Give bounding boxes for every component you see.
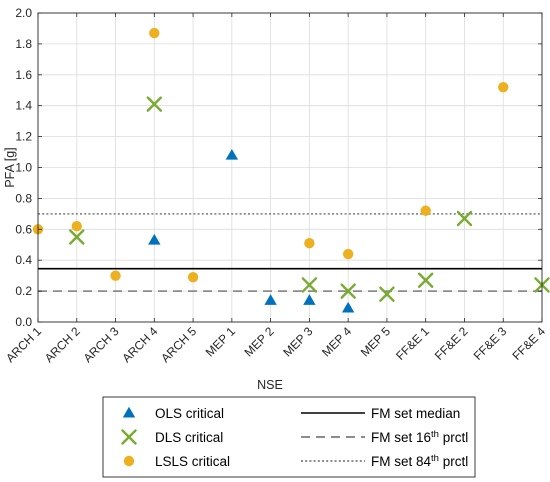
x-tick-label: ARCH 5 [158, 324, 199, 365]
axes-box [37, 12, 543, 323]
y-tick-label: 2.0 [15, 6, 32, 20]
y-tick-label: 0.6 [15, 222, 32, 236]
lsls-point [420, 205, 431, 216]
legend-ref-main: FM set 16 [371, 430, 431, 445]
x-tick-label: MEP 1 [203, 324, 238, 359]
y-tick-label: 0.0 [15, 315, 32, 329]
dls-point [456, 210, 473, 227]
x-tick-label: FF&E 2 [432, 324, 471, 363]
legend-series-label: DLS critical [155, 430, 223, 445]
lsls-point [304, 238, 315, 249]
legend: OLS critical DLS critical LSLS critical FM … [102, 396, 476, 478]
dls-point-stroke [69, 229, 85, 245]
legend-box [102, 396, 476, 478]
dls-point [417, 272, 434, 288]
legend-ref-tail: prctl [439, 454, 468, 469]
legend-reference-label: FM set 16th prctl [371, 429, 468, 445]
y-tick-label: 0.2 [15, 284, 32, 298]
ols-point [341, 301, 355, 313]
y-tick-label: 1.8 [15, 37, 32, 51]
legend-ols-marker [122, 406, 136, 418]
legend-reference-label: FM set median [371, 406, 460, 421]
dls-point [69, 229, 85, 245]
y-tick-label: 0.8 [15, 191, 32, 205]
x-tick-label: MEP 5 [358, 324, 393, 359]
dls-point [379, 286, 395, 302]
lsls-point [187, 271, 199, 283]
x-tick-label: ARCH 4 [119, 324, 160, 365]
y-tick-label: 1.6 [15, 68, 32, 82]
legend-series-label: LSLS critical [155, 454, 230, 469]
lsls-point [149, 27, 160, 39]
dls-point-stroke [340, 283, 356, 299]
x-tick-label: FF&E 4 [509, 324, 548, 363]
dls-point [146, 96, 163, 112]
legend-dls-marker-stroke [121, 429, 137, 445]
ols-point [303, 294, 316, 305]
legend-ref-main: FM set 84 [371, 454, 432, 469]
dls-point-stroke [146, 96, 163, 112]
grid-layer [37, 12, 543, 323]
x-axis-label: NSE [257, 378, 283, 392]
legend-dls-marker [121, 429, 137, 445]
data-markers [32, 27, 550, 313]
lsls-point [71, 221, 82, 232]
x-tick-label: ARCH 1 [3, 324, 44, 365]
x-tick-label: ARCH 3 [81, 324, 122, 365]
legend-ref-main: FM set median [371, 406, 460, 421]
lsls-point [110, 270, 121, 281]
legend-lsls-marker [123, 455, 135, 467]
y-tick-label: 1.4 [15, 99, 32, 113]
reference-lines [38, 212, 542, 293]
x-tick-label: ARCH 2 [42, 324, 83, 365]
y-tick-label: 1.2 [15, 130, 32, 144]
x-tick-label: FF&E 3 [471, 324, 510, 363]
x-tick-label: MEP 4 [319, 324, 354, 359]
legend-reference-label: FM set 84th prctl [371, 453, 468, 469]
dls-point-stroke [301, 277, 318, 293]
legend-series-label: OLS critical [155, 406, 224, 421]
legend-ref-sup: th [431, 453, 439, 464]
ols-point [225, 148, 239, 160]
dls-point [301, 277, 318, 293]
y-tick-label: 1.0 [15, 161, 32, 175]
legend-ref-sup: th [431, 429, 439, 440]
ols-point [148, 233, 161, 245]
y-axis-label: PFA [g] [3, 147, 17, 187]
legend-ref-tail: prctl [439, 430, 468, 445]
dls-point-stroke [456, 210, 473, 227]
dls-point-stroke [379, 286, 395, 302]
dls-point [340, 283, 356, 299]
y-tick-label: 0.4 [15, 253, 32, 267]
ols-point [264, 294, 277, 305]
lsls-point [498, 81, 509, 93]
dls-point-stroke [417, 272, 434, 288]
lsls-point [342, 248, 354, 260]
x-tick-label: MEP 2 [242, 324, 277, 359]
x-tick-label: FF&E 1 [393, 324, 432, 363]
x-tick-label: MEP 3 [280, 324, 315, 359]
